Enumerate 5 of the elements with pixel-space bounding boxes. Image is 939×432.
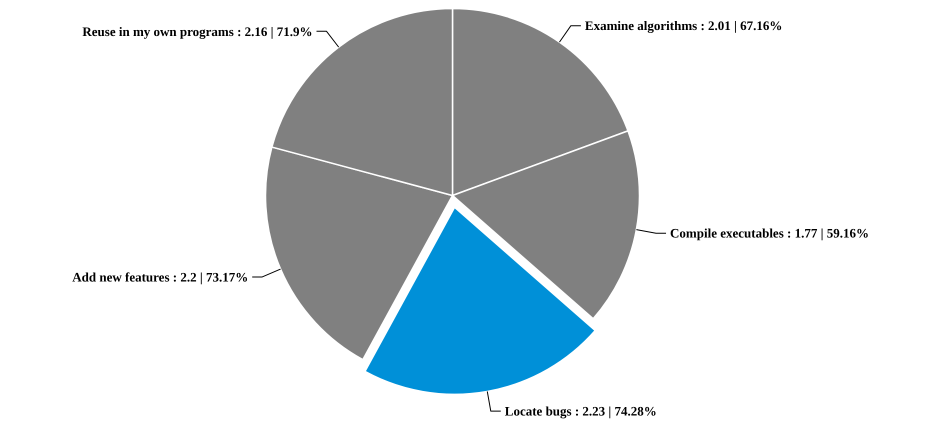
slice-label: Add new features : 2.2 | 73.17% xyxy=(72,269,248,284)
slice-label: Reuse in my own programs : 2.16 | 71.9% xyxy=(82,24,313,39)
slice-label: Locate bugs : 2.23 | 74.28% xyxy=(504,404,657,419)
slice-label: Compile executables : 1.77 | 59.16% xyxy=(670,226,869,241)
slice-label: Examine algorithms : 2.01 | 67.16% xyxy=(584,18,782,34)
